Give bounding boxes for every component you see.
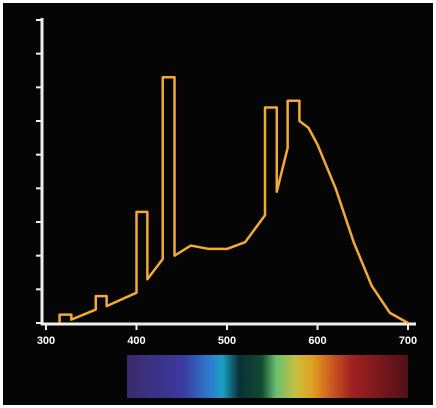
page: {"chart_data": {"type": "line", "x": [31… [0,0,436,408]
x-tick-label: 500 [218,335,236,347]
x-tick-label: 400 [127,335,145,347]
chart: 300 400 500 600 700 [0,0,436,408]
x-tick-label: 700 [399,335,417,347]
spectrum-bar [127,355,408,398]
x-tick-label: 300 [37,335,55,347]
x-tick-label: 600 [308,335,326,347]
